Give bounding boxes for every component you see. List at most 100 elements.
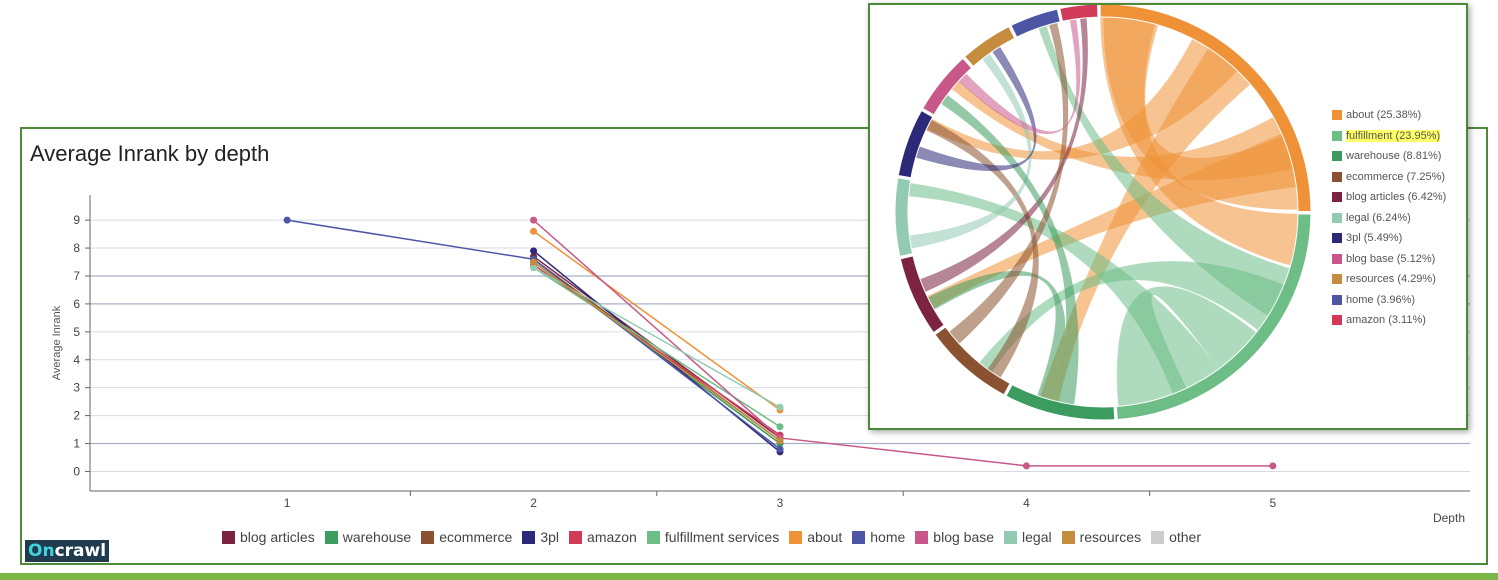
legend-item[interactable]: ecommerce xyxy=(421,529,512,545)
legend-swatch xyxy=(222,530,235,544)
legend-swatch xyxy=(522,530,536,544)
legend-item[interactable]: blog base xyxy=(915,529,994,545)
chord-ribbon xyxy=(919,17,1088,293)
data-point xyxy=(776,423,784,431)
legend-swatch xyxy=(1061,530,1075,544)
legend-label: warehouse xyxy=(342,529,412,545)
chord-ribbon xyxy=(949,22,1069,344)
chord-arc-legal xyxy=(894,177,914,258)
data-point xyxy=(530,264,538,272)
series-line-amazon xyxy=(533,264,781,436)
legend-item[interactable]: resources xyxy=(1061,529,1142,545)
legend-label: about xyxy=(807,529,843,545)
chord-ribbon xyxy=(927,270,1066,402)
legend-item[interactable]: about xyxy=(789,529,842,545)
chord-legend-item[interactable]: ecommerce (7.25%) xyxy=(1332,167,1446,188)
chord-legend-item[interactable]: fulfillment (23.95%) xyxy=(1332,126,1446,147)
chord-legend-item[interactable]: 3pl (5.49%) xyxy=(1332,228,1446,249)
legend-item[interactable]: blog articles xyxy=(222,529,315,545)
chord-arc-blog-base xyxy=(921,57,973,116)
legend-label: resources xyxy=(1079,529,1142,545)
chord-legend-item[interactable]: home (3.96%) xyxy=(1332,290,1446,311)
data-point xyxy=(530,216,538,224)
chord-legend-item[interactable]: legal (6.24%) xyxy=(1332,208,1446,229)
legend-swatch xyxy=(1004,530,1018,544)
y-tick-label: 5 xyxy=(73,325,80,339)
legend-label: blog base xyxy=(933,529,995,545)
data-point xyxy=(530,227,538,235)
data-point xyxy=(1269,462,1277,470)
legend-swatch xyxy=(1332,294,1342,305)
chord-legend-label: blog base (5.12%) xyxy=(1346,252,1436,265)
chord-ribbon xyxy=(951,80,1294,180)
chord-arc-3pl xyxy=(897,109,934,179)
legend-label: other xyxy=(1169,529,1201,545)
legend-item[interactable]: amazon xyxy=(569,529,637,545)
data-point xyxy=(530,247,538,255)
data-point xyxy=(776,437,784,445)
chord-legend-label: 3pl (5.49%) xyxy=(1346,232,1403,245)
x-tick-label: 3 xyxy=(777,496,784,510)
legend-swatch xyxy=(915,530,929,544)
chord-arc-home xyxy=(1010,8,1061,38)
legend-label: legal xyxy=(1022,529,1052,545)
chord-legend-item[interactable]: about (25.38%) xyxy=(1332,105,1446,126)
legend-swatch xyxy=(1332,274,1342,285)
legend-swatch xyxy=(1332,233,1342,244)
x-tick-label: 5 xyxy=(1270,496,1277,510)
legend-item[interactable]: legal xyxy=(1004,529,1052,545)
legend-label: 3pl xyxy=(540,529,560,545)
chord-legend-item[interactable]: blog base (5.12%) xyxy=(1332,249,1446,270)
logo-prefix: On xyxy=(28,541,55,561)
data-point xyxy=(530,258,538,266)
series-line-about xyxy=(533,230,781,411)
legend-swatch xyxy=(324,530,338,544)
data-point xyxy=(776,403,784,411)
chord-legend-item[interactable]: warehouse (8.81%) xyxy=(1332,146,1446,167)
chord-chart-panel: about (25.38%) fulfillment (23.95%) wareho… xyxy=(868,3,1468,430)
series-line-resources xyxy=(533,261,781,442)
chord-legend-label: home (3.96%) xyxy=(1346,293,1416,306)
legend-item[interactable]: other xyxy=(1151,529,1201,545)
x-tick-label: 1 xyxy=(284,496,291,510)
legend-swatch xyxy=(1332,192,1342,203)
legend-swatch xyxy=(1332,253,1342,264)
legend-item[interactable]: 3pl xyxy=(522,529,559,545)
chord-ribbon xyxy=(979,261,1284,373)
chord-legend: about (25.38%) fulfillment (23.95%) wareho… xyxy=(1332,105,1446,331)
legend-swatch xyxy=(1332,130,1342,141)
chord-ribbon xyxy=(1116,286,1257,407)
legend-item[interactable]: home xyxy=(852,529,905,545)
x-tick-label: 2 xyxy=(530,496,537,510)
chord-legend-label: warehouse (8.81%) xyxy=(1346,150,1442,163)
y-tick-label: 3 xyxy=(73,381,80,395)
legend-swatch xyxy=(1332,151,1342,162)
y-tick-label: 1 xyxy=(73,437,80,451)
chord-ribbon xyxy=(1038,25,1290,316)
y-axis-label: Average Inrank xyxy=(51,305,63,380)
data-point xyxy=(776,445,784,453)
y-tick-label: 4 xyxy=(73,353,80,367)
chord-ribbon xyxy=(958,18,1081,135)
series-line-legal xyxy=(533,266,781,408)
legend-swatch xyxy=(646,530,660,544)
chord-arc-amazon xyxy=(1059,5,1099,22)
series-line-blog-base xyxy=(533,219,1273,467)
legend-label: ecommerce xyxy=(439,529,513,545)
legend-label: home xyxy=(870,529,906,545)
legend-item[interactable]: warehouse xyxy=(324,529,412,545)
y-tick-label: 2 xyxy=(73,409,80,423)
chord-ribbon xyxy=(940,94,1079,405)
data-point xyxy=(283,216,291,224)
y-tick-label: 6 xyxy=(73,297,80,311)
chord-arc-blog-articles xyxy=(899,255,945,334)
chord-ribbon xyxy=(1103,17,1298,210)
chord-legend-item[interactable]: resources (4.29%) xyxy=(1332,269,1446,290)
chord-legend-item[interactable]: amazon (3.11%) xyxy=(1332,310,1446,331)
legend-item[interactable]: fulfillment services xyxy=(646,529,779,545)
chord-arc-about xyxy=(1099,5,1312,213)
y-tick-label: 8 xyxy=(73,241,80,255)
chord-arc-ecommerce xyxy=(934,326,1011,396)
chord-legend-item[interactable]: blog articles (6.42%) xyxy=(1332,187,1446,208)
chord-legend-label: resources (4.29%) xyxy=(1346,273,1436,286)
